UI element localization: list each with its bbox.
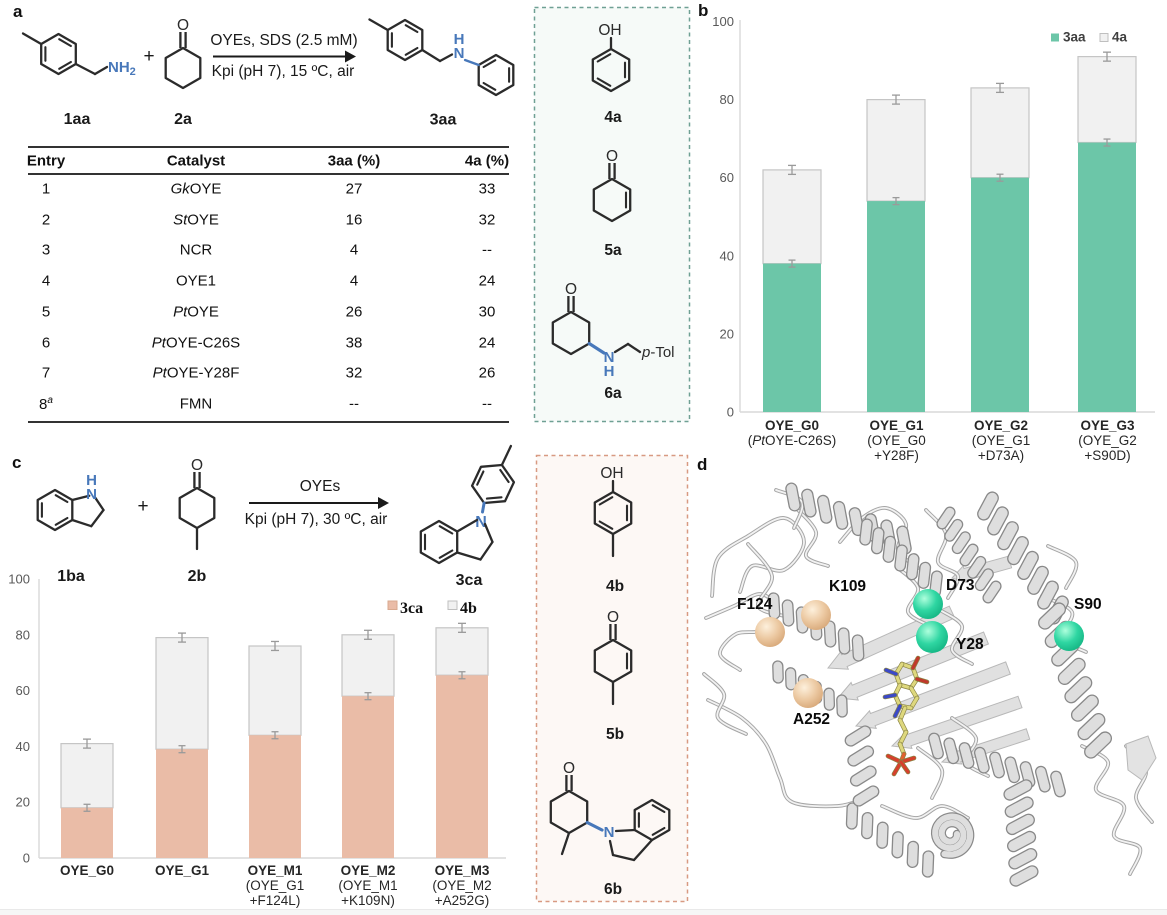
svg-text:OYE_M2: OYE_M2 xyxy=(341,863,396,878)
svg-text:4b: 4b xyxy=(460,600,477,617)
svg-text:S90: S90 xyxy=(1074,596,1102,613)
svg-text:N: N xyxy=(475,514,487,531)
svg-text:+Y28F): +Y28F) xyxy=(874,448,919,463)
svg-text:Kpi (pH 7), 15 ºC, air: Kpi (pH 7), 15 ºC, air xyxy=(212,63,355,80)
svg-text:+S90D): +S90D) xyxy=(1084,448,1130,463)
svg-text:OH: OH xyxy=(598,22,621,39)
svg-text:NH2: NH2 xyxy=(108,59,136,78)
svg-text:O: O xyxy=(607,609,619,626)
svg-text:(OYE_G1: (OYE_G1 xyxy=(972,433,1031,448)
svg-text:4b: 4b xyxy=(606,578,624,595)
svg-text:5a: 5a xyxy=(604,242,622,259)
svg-text:N: N xyxy=(604,349,615,366)
svg-text:O: O xyxy=(177,17,189,34)
svg-text:2a: 2a xyxy=(174,111,192,128)
svg-text:60: 60 xyxy=(16,683,30,698)
svg-text:60: 60 xyxy=(720,170,734,185)
svg-text:20: 20 xyxy=(720,326,734,341)
svg-text:OYE_G2: OYE_G2 xyxy=(974,418,1028,433)
svg-text:Y28: Y28 xyxy=(956,636,984,653)
svg-text:+: + xyxy=(143,46,154,67)
svg-text:K109: K109 xyxy=(829,578,866,595)
svg-text:6b: 6b xyxy=(604,881,622,898)
svg-text:OYE_G3: OYE_G3 xyxy=(1080,418,1135,433)
svg-text:O: O xyxy=(191,457,203,474)
svg-text:H: H xyxy=(86,472,97,489)
svg-text:40: 40 xyxy=(16,739,30,754)
svg-text:4a: 4a xyxy=(604,109,622,126)
svg-text:3ca: 3ca xyxy=(400,600,423,617)
svg-text:+A252G): +A252G) xyxy=(435,893,489,908)
svg-text:A252: A252 xyxy=(793,711,830,728)
svg-text:0: 0 xyxy=(23,851,30,866)
svg-text:OYE_M1: OYE_M1 xyxy=(248,863,303,878)
svg-text:(OYE_G2: (OYE_G2 xyxy=(1078,433,1137,448)
svg-text:+D73A): +D73A) xyxy=(978,448,1024,463)
svg-text:O: O xyxy=(606,148,618,165)
svg-text:2b: 2b xyxy=(188,568,207,585)
svg-text:OYE_M3: OYE_M3 xyxy=(435,863,490,878)
svg-text:OH: OH xyxy=(600,465,623,482)
svg-text:N: N xyxy=(604,824,615,841)
svg-text:(PtOYE-C26S): (PtOYE-C26S) xyxy=(748,433,837,448)
svg-text:4a: 4a xyxy=(1112,30,1128,45)
svg-text:OYE_G0: OYE_G0 xyxy=(765,418,819,433)
svg-text:H: H xyxy=(604,363,615,380)
svg-text:OYE_G1: OYE_G1 xyxy=(155,863,210,878)
svg-text:3aa: 3aa xyxy=(430,112,457,129)
svg-text:H: H xyxy=(454,31,465,48)
svg-text:Kpi (pH 7), 30 ºC, air: Kpi (pH 7), 30 ºC, air xyxy=(245,511,388,528)
svg-text:F124: F124 xyxy=(737,596,773,613)
svg-text:1aa: 1aa xyxy=(64,111,91,128)
svg-text:OYE_G1: OYE_G1 xyxy=(869,418,924,433)
svg-text:5b: 5b xyxy=(606,726,624,743)
svg-text:6a: 6a xyxy=(604,385,622,402)
svg-text:D73: D73 xyxy=(946,577,975,594)
svg-text:100: 100 xyxy=(8,572,30,587)
svg-text:O: O xyxy=(563,760,575,777)
svg-text:(OYE_M1: (OYE_M1 xyxy=(338,878,397,893)
svg-text:80: 80 xyxy=(16,627,30,642)
svg-text:N: N xyxy=(86,486,97,503)
svg-text:+F124L): +F124L) xyxy=(250,893,301,908)
svg-text:N: N xyxy=(454,45,465,62)
svg-text:(OYE_G1: (OYE_G1 xyxy=(246,878,305,893)
svg-text:p-Tol: p-Tol xyxy=(641,344,675,361)
svg-text:3aa: 3aa xyxy=(1063,30,1086,45)
svg-text:OYEs: OYEs xyxy=(300,478,341,495)
svg-text:40: 40 xyxy=(720,248,734,263)
svg-text:+: + xyxy=(137,496,148,517)
svg-text:+K109N): +K109N) xyxy=(341,893,395,908)
svg-text:O: O xyxy=(565,281,577,298)
svg-text:80: 80 xyxy=(720,92,734,107)
svg-text:0: 0 xyxy=(727,405,734,420)
svg-text:1ba: 1ba xyxy=(57,568,85,585)
svg-text:(OYE_G0: (OYE_G0 xyxy=(867,433,926,448)
svg-text:20: 20 xyxy=(16,795,30,810)
svg-text:3ca: 3ca xyxy=(456,572,483,589)
svg-text:OYEs, SDS (2.5 mM): OYEs, SDS (2.5 mM) xyxy=(210,32,357,49)
svg-text:100: 100 xyxy=(712,14,734,29)
svg-text:(OYE_M2: (OYE_M2 xyxy=(432,878,491,893)
svg-text:OYE_G0: OYE_G0 xyxy=(60,863,114,878)
